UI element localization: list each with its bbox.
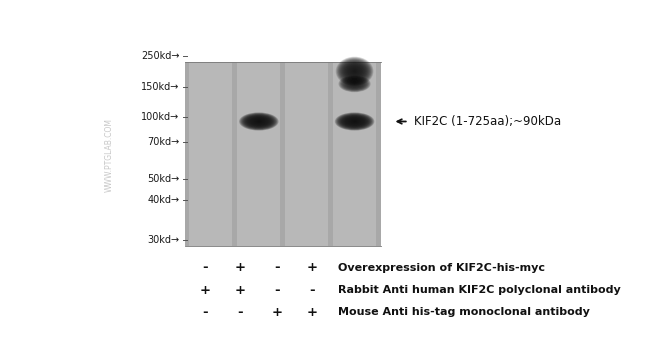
Text: WWW.PTGLAB.COM: WWW.PTGLAB.COM [105, 118, 114, 192]
Text: -: - [237, 306, 242, 319]
Ellipse shape [339, 59, 370, 84]
Ellipse shape [337, 58, 372, 85]
Text: +: + [306, 261, 317, 274]
Text: Overexpression of KIF2C-his-myc: Overexpression of KIF2C-his-myc [338, 263, 545, 273]
Ellipse shape [341, 61, 368, 82]
Ellipse shape [240, 113, 278, 130]
Ellipse shape [339, 115, 370, 129]
Ellipse shape [343, 62, 367, 81]
Ellipse shape [248, 116, 270, 127]
Ellipse shape [335, 113, 374, 130]
Ellipse shape [342, 77, 367, 90]
Ellipse shape [247, 116, 271, 127]
Ellipse shape [346, 64, 363, 78]
Ellipse shape [245, 115, 272, 128]
Ellipse shape [343, 77, 367, 90]
Ellipse shape [346, 79, 363, 88]
Ellipse shape [340, 76, 369, 91]
Text: Rabbit Anti human KIF2C polyclonal antibody: Rabbit Anti human KIF2C polyclonal antib… [338, 285, 621, 295]
Ellipse shape [348, 80, 361, 87]
Ellipse shape [345, 64, 364, 79]
Text: +: + [199, 283, 210, 296]
Ellipse shape [344, 79, 365, 89]
Ellipse shape [340, 60, 369, 83]
Ellipse shape [347, 80, 362, 88]
Ellipse shape [346, 117, 363, 126]
Ellipse shape [239, 113, 279, 131]
Text: 50kd→: 50kd→ [148, 174, 179, 184]
Bar [237, 62, 280, 245]
Ellipse shape [339, 60, 370, 83]
Ellipse shape [335, 113, 374, 131]
Text: -: - [309, 283, 315, 296]
Text: +: + [271, 306, 282, 319]
Text: -: - [202, 261, 207, 274]
Ellipse shape [250, 117, 268, 126]
Text: 70kd→: 70kd→ [148, 138, 179, 147]
Text: 250kd→: 250kd→ [141, 51, 179, 61]
Ellipse shape [342, 62, 367, 81]
Text: +: + [235, 261, 246, 274]
Ellipse shape [343, 116, 366, 127]
Ellipse shape [341, 77, 369, 91]
Ellipse shape [337, 113, 373, 130]
Ellipse shape [336, 57, 373, 85]
Ellipse shape [346, 118, 363, 125]
Text: 30kd→: 30kd→ [148, 235, 179, 245]
Text: 40kd→: 40kd→ [148, 194, 179, 205]
Ellipse shape [341, 60, 369, 82]
Text: +: + [306, 306, 317, 319]
Bar [185, 62, 381, 245]
Ellipse shape [343, 116, 367, 127]
Ellipse shape [240, 113, 277, 130]
Text: 150kd→: 150kd→ [141, 82, 179, 92]
Bar [285, 62, 328, 245]
Bar [333, 62, 376, 245]
Ellipse shape [339, 114, 370, 129]
Ellipse shape [244, 115, 273, 128]
Bar [189, 62, 233, 245]
Ellipse shape [341, 115, 368, 128]
Ellipse shape [337, 58, 372, 84]
Text: +: + [235, 283, 246, 296]
Text: 100kd→: 100kd→ [141, 112, 179, 122]
Ellipse shape [344, 117, 365, 126]
Text: KIF2C (1-725aa);~90kDa: KIF2C (1-725aa);~90kDa [414, 115, 561, 128]
Text: -: - [274, 261, 280, 274]
Ellipse shape [251, 118, 267, 125]
Ellipse shape [246, 115, 272, 127]
Ellipse shape [242, 114, 276, 129]
Ellipse shape [342, 115, 367, 127]
Ellipse shape [243, 114, 275, 129]
Ellipse shape [339, 76, 370, 92]
Ellipse shape [345, 79, 364, 89]
Ellipse shape [244, 115, 274, 129]
Ellipse shape [248, 117, 269, 126]
Ellipse shape [338, 114, 371, 129]
Ellipse shape [249, 117, 268, 126]
Ellipse shape [241, 114, 276, 130]
Ellipse shape [337, 114, 372, 130]
Ellipse shape [344, 63, 365, 79]
Ellipse shape [343, 78, 366, 90]
Text: -: - [274, 283, 280, 296]
Ellipse shape [344, 63, 365, 80]
Ellipse shape [339, 76, 370, 92]
Ellipse shape [346, 80, 363, 88]
Ellipse shape [345, 117, 364, 126]
Text: Mouse Anti his-tag monoclonal antibody: Mouse Anti his-tag monoclonal antibody [338, 307, 590, 317]
Ellipse shape [335, 57, 374, 86]
Ellipse shape [341, 115, 369, 128]
Ellipse shape [343, 62, 366, 80]
Text: -: - [202, 306, 207, 319]
Ellipse shape [338, 59, 371, 84]
